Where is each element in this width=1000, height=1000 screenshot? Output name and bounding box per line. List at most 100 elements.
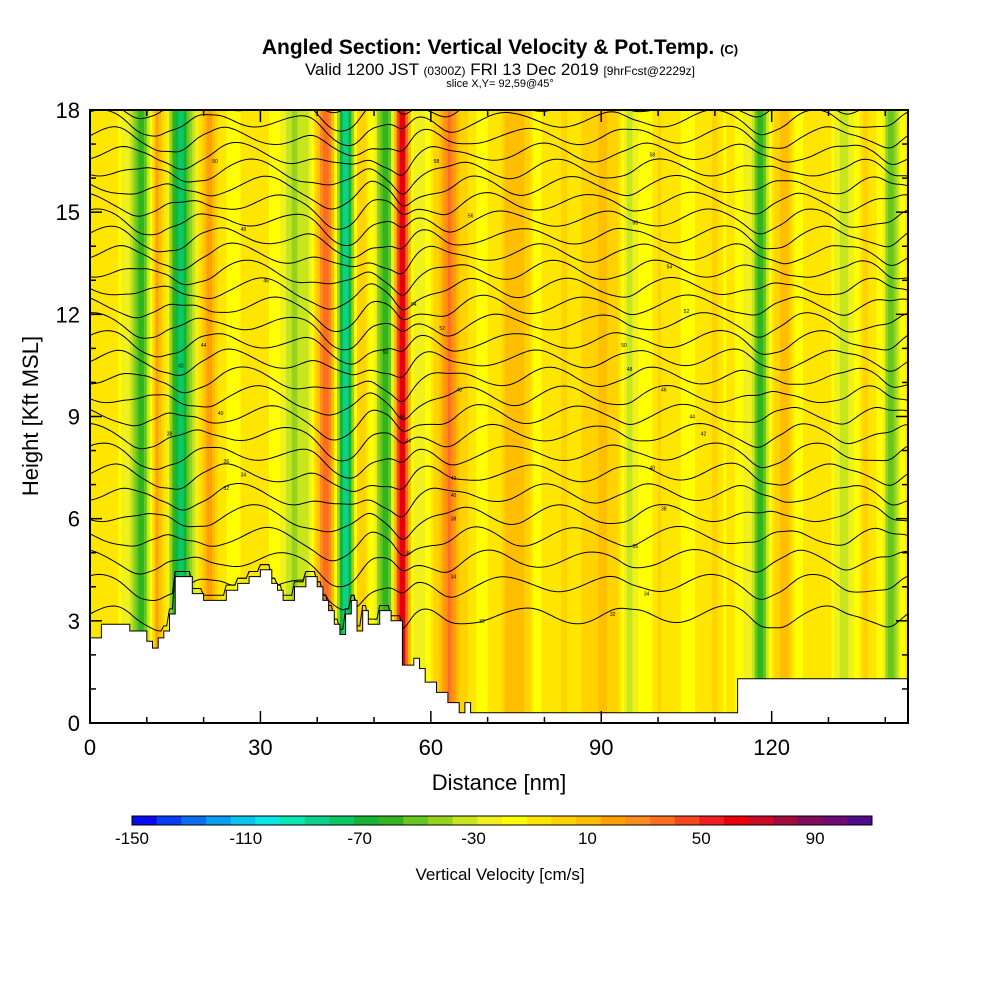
velocity-strip [146,110,151,723]
velocity-strip [780,110,784,723]
theta-contour [90,312,908,351]
colorbar-tick-label: 10 [578,829,597,848]
velocity-strip [348,110,352,723]
velocity-strip [263,110,267,723]
velocity-strip [785,110,790,723]
velocity-strip [297,110,301,723]
x-tick-label: 60 [419,735,443,760]
velocity-strip [788,110,793,723]
velocity-strip [851,110,855,723]
velocity-strip [359,110,364,723]
chart-subtitle: Valid 1200 JST (0300Z) FRI 13 Dec 2019 [… [304,60,696,79]
contour-label: 32 [610,612,616,618]
velocity-strip [345,110,350,723]
velocity-strip [763,110,767,723]
velocity-strip [589,110,594,723]
contour-label: 42 [178,363,184,369]
velocity-strip [700,110,705,723]
theta-contour [90,158,908,195]
velocity-strip [484,110,489,723]
velocity-strip [783,110,787,723]
velocity-strip [214,110,219,723]
velocity-strip [709,110,713,723]
velocity-strip [518,110,523,723]
velocity-strip [107,110,111,723]
velocity-strip [243,110,247,723]
velocity-strip [808,110,813,723]
colorbar-swatch [452,816,478,825]
contour-label: 32 [224,486,230,492]
velocity-strip [513,110,517,723]
terrain-polygon [90,569,908,723]
velocity-strip [143,110,148,723]
colorbar-swatch [576,816,602,825]
velocity-strip [385,110,389,723]
velocity-strip [237,110,242,723]
velocity-strip [666,110,671,723]
velocity-strip [311,110,315,723]
x-tick-label: 90 [589,735,613,760]
velocity-strip [552,110,557,723]
velocity-strip [155,110,159,723]
contour-label: 50 [383,350,389,356]
velocity-strip [873,110,878,723]
velocity-strip [635,110,639,723]
velocity-strip [601,110,605,723]
velocity-strip [339,110,344,723]
theta-contour [90,329,908,365]
velocity-strip [456,110,460,723]
colorbar-swatch [847,816,873,825]
y-tick-label: 6 [68,507,80,532]
theta-contour [90,462,908,493]
theta-contour [90,564,908,611]
velocity-strip [368,110,372,723]
y-tick-label: 18 [56,98,80,123]
velocity-strip [777,110,781,723]
theta-contour [90,208,908,246]
velocity-strip [655,110,659,723]
velocity-strip [285,110,290,723]
velocity-strip [115,110,119,723]
contour-label: 46 [661,387,667,393]
colorbar-swatch [280,816,306,825]
velocity-strip [865,110,869,723]
velocity-strip [595,110,600,723]
velocity-strip [462,110,466,723]
velocity-strip [564,110,568,723]
velocity-strip [382,110,386,723]
velocity-strip [572,110,577,723]
velocity-strip [800,110,804,723]
velocity-strip [618,110,622,723]
contour-label: 44 [689,415,695,421]
velocity-strip [271,110,276,723]
contour-label: 56 [633,220,639,226]
velocity-strip [819,110,824,723]
velocity-strip [675,110,679,723]
velocity-strip [703,110,707,723]
velocity-strip [814,110,818,723]
velocity-strip [729,110,733,723]
theta-contour [90,366,908,403]
velocity-strip [606,110,611,723]
velocity-strip [672,110,676,723]
contour-label: 58 [650,152,656,158]
velocity-strip [567,110,571,723]
velocity-strip [746,110,750,723]
velocity-strip [197,110,202,723]
velocity-strip [132,110,137,723]
y-tick-label: 12 [56,302,80,327]
velocity-strip [530,110,534,723]
contour-label: 38 [167,432,173,438]
contour-label: 42 [451,476,457,482]
velocity-strip [453,110,457,723]
velocity-strip [578,110,582,723]
velocity-strip [612,110,617,723]
colorbar-tick-label: -150 [115,829,149,848]
colorbar-swatch [156,816,182,825]
velocity-strip [882,110,886,723]
velocity-strip [246,110,250,723]
y-axis-title: Height [Kft MSL] [18,336,43,496]
theta-contour [323,110,344,114]
velocity-strip [686,110,690,723]
